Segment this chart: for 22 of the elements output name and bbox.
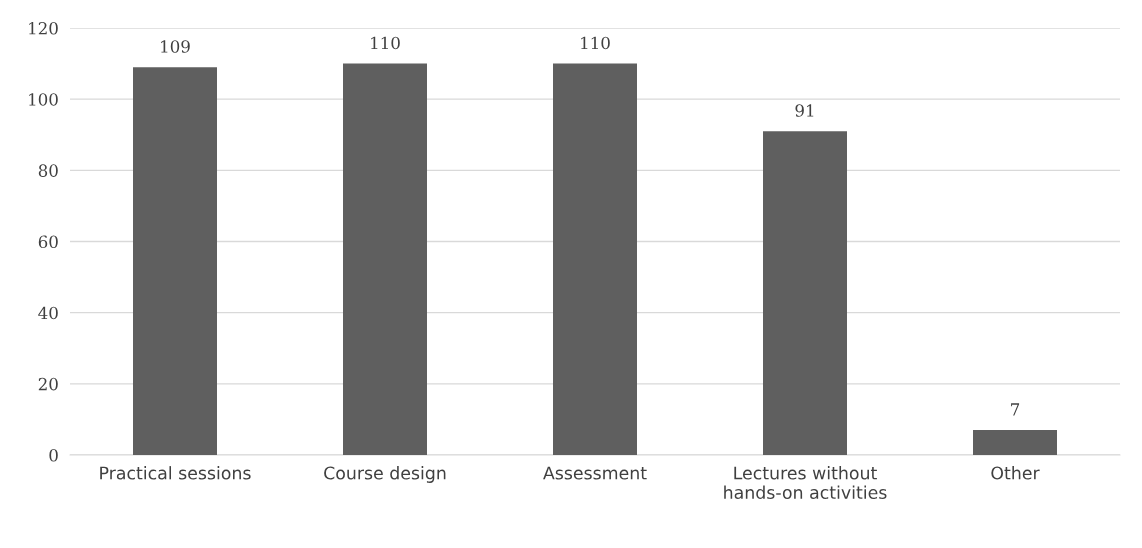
x-tick-label: Assessment	[543, 466, 647, 480]
y-tick-label: 0	[49, 448, 58, 462]
y-tick-label: 20	[38, 377, 58, 391]
y-tick-label: 100	[29, 93, 58, 106]
y-tick-label: 40	[38, 306, 58, 320]
data-label: 109	[161, 40, 190, 53]
data-label: 110	[581, 36, 610, 50]
x-tick-label: Course design	[324, 466, 446, 483]
y-tick-label: 120	[29, 21, 58, 35]
data-label: 91	[795, 104, 814, 117]
x-tick-label: Other	[991, 466, 1040, 480]
data-label: 110	[371, 36, 400, 50]
bar	[133, 67, 217, 455]
data-label: 7	[1011, 403, 1020, 416]
y-tick-label: 80	[38, 164, 58, 177]
x-tick-label: Practical sessions	[100, 466, 251, 480]
y-tick-label: 60	[38, 235, 58, 249]
x-tick-label: Lectures without hands-on activities	[724, 466, 887, 499]
bar	[553, 63, 637, 455]
bar	[343, 63, 427, 455]
bar	[763, 131, 847, 455]
bar	[973, 430, 1057, 455]
